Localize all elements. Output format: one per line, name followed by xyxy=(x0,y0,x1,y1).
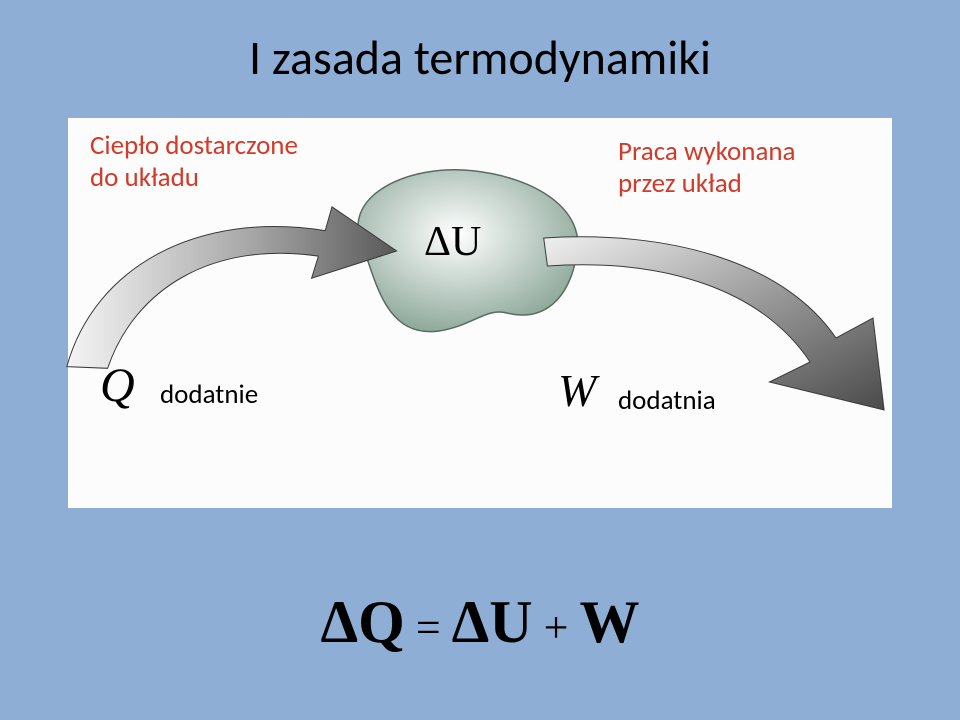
work-label-l2: przez układ xyxy=(618,167,742,200)
eq-equals: = xyxy=(405,603,452,652)
work-label-l1: Praca wykonana xyxy=(618,135,796,168)
symbol-W: W xyxy=(558,364,596,417)
equation: ΔQ = ΔU + W xyxy=(0,588,960,657)
symbol-dU: ΔU xyxy=(424,218,481,266)
symbol-Q: Q xyxy=(100,358,135,413)
eq-dU: ΔU xyxy=(452,589,533,655)
eq-W: W xyxy=(579,589,639,655)
q-positive-label: dodatnie xyxy=(160,378,258,411)
heat-label-l1: Ciepło dostarczone xyxy=(90,129,298,162)
eq-plus: + xyxy=(533,603,580,652)
eq-dQ: ΔQ xyxy=(321,589,405,655)
slide: I zasada termodynamiki xyxy=(0,0,960,720)
page-title: I zasada termodynamiki xyxy=(0,28,960,87)
w-positive-label: dodatnia xyxy=(618,384,716,417)
arrow-heat-in xyxy=(60,200,400,370)
heat-label-l2: do układu xyxy=(90,161,199,194)
heat-label: Ciepło dostarczone do układu xyxy=(90,130,298,195)
work-label: Praca wykonana przez układ xyxy=(618,136,796,201)
